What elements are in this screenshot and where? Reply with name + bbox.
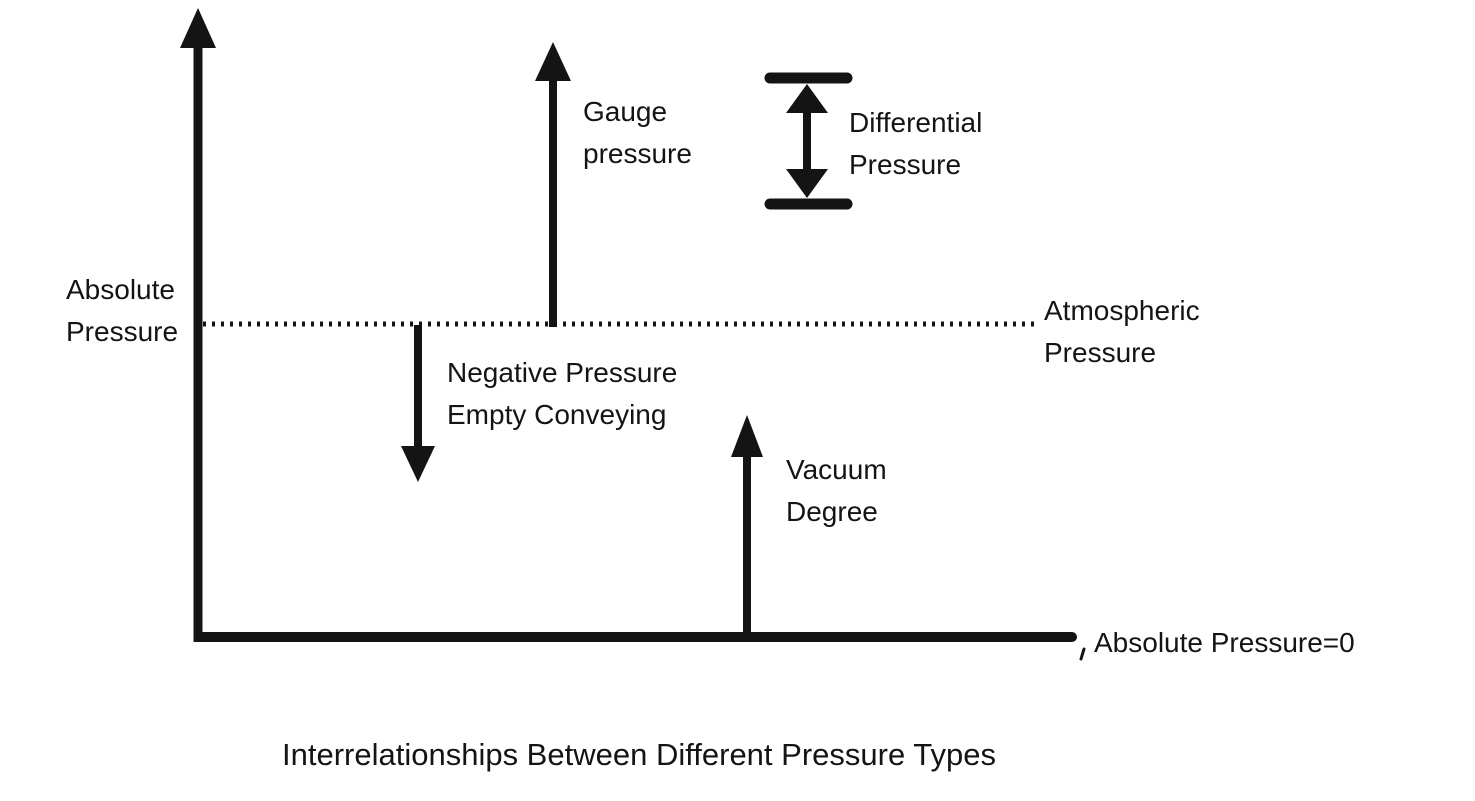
diagram-title: Interrelationships Between Different Pre… <box>282 737 996 772</box>
absolute-pressure-label-line1: Absolute <box>66 274 175 305</box>
axis-up-arrowhead-icon <box>180 8 216 48</box>
vacuum-degree-arrow <box>731 415 763 637</box>
vacuum-degree-label: Vacuum Degree <box>786 449 887 533</box>
differential-down-arrowhead-icon <box>786 169 828 198</box>
absolute-pressure-label: Absolute Pressure <box>66 269 178 353</box>
vacuum-up-arrowhead-icon <box>731 415 763 457</box>
differential-pressure-label-line2: Pressure <box>849 149 962 180</box>
absolute-zero-label-text: Absolute Pressure=0 <box>1094 627 1355 658</box>
absolute-pressure-label-line2: Pressure <box>66 316 179 347</box>
differential-pressure-label-line1: Differential <box>849 107 983 138</box>
gauge-pressure-label-line1: Gauge <box>583 96 668 127</box>
negative-pressure-label: Negative Pressure Empty Conveying <box>447 352 677 436</box>
negative-pressure-label-line1: Negative Pressure <box>447 357 678 388</box>
atmospheric-pressure-label: Atmospheric Pressure <box>1044 290 1200 374</box>
absolute-pressure-axis <box>180 8 216 642</box>
differential-up-arrowhead-icon <box>786 84 828 113</box>
negative-pressure-arrow <box>401 325 435 482</box>
gauge-up-arrowhead-icon <box>535 42 571 81</box>
vacuum-degree-label-line2: Degree <box>786 496 878 527</box>
gauge-pressure-arrow <box>535 42 571 327</box>
gauge-pressure-label: Gauge pressure <box>583 91 692 175</box>
vacuum-degree-label-line1: Vacuum <box>786 454 887 485</box>
baseline-end-mark <box>1079 647 1086 661</box>
gauge-pressure-label-line2: pressure <box>583 138 692 169</box>
differential-pressure-symbol <box>764 72 853 210</box>
negative-pressure-label-line2: Empty Conveying <box>447 399 667 430</box>
differential-pressure-label: Differential Pressure <box>849 102 982 186</box>
absolute-zero-label: Absolute Pressure=0 <box>1094 622 1355 664</box>
atmospheric-pressure-label-line2: Pressure <box>1044 337 1157 368</box>
atmospheric-pressure-label-line1: Atmospheric <box>1044 295 1200 326</box>
negative-down-arrowhead-icon <box>401 446 435 482</box>
